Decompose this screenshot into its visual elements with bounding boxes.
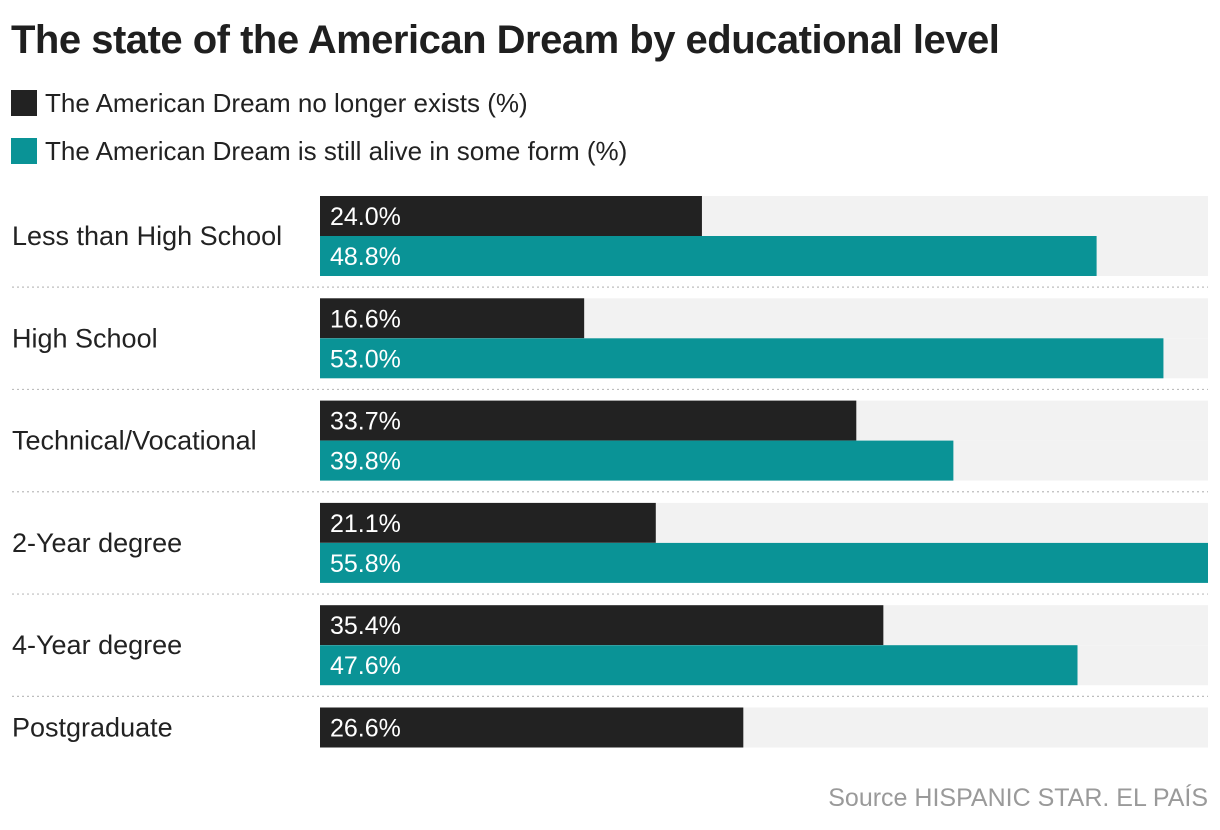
bar-no-longer-exists	[320, 605, 884, 646]
bar-value-label: 35.4%	[330, 612, 401, 640]
chart-title: The state of the American Dream by educa…	[11, 18, 1000, 62]
legend-label-still-alive: The American Dream is still alive in som…	[45, 135, 628, 166]
bar-still-alive	[320, 542, 1208, 583]
bar-still-alive	[320, 236, 1097, 276]
bar-still-alive	[320, 440, 954, 481]
bar-no-longer-exists	[320, 502, 656, 543]
source-note: Source HISPANIC STAR. EL PAÍS	[828, 784, 1208, 812]
bar-value-label: 39.8%	[330, 448, 401, 476]
category-label: High School	[12, 323, 158, 353]
bar-value-label: 16.6%	[330, 305, 401, 333]
bar-no-longer-exists	[320, 298, 585, 339]
bar-still-alive	[320, 338, 1164, 379]
bar-value-label: 53.0%	[330, 345, 401, 373]
bar-no-longer-exists	[320, 196, 702, 236]
bar-value-label: 24.0%	[330, 203, 401, 231]
bar-value-label: 26.6%	[330, 715, 401, 743]
bar-value-label: 47.6%	[330, 652, 401, 680]
category-label: Less than High School	[12, 221, 282, 251]
bar-no-longer-exists	[320, 400, 857, 441]
bar-value-label: 21.1%	[330, 510, 401, 538]
legend-item-no-longer-exists: The American Dream no longer exists (%)	[11, 88, 528, 118]
bar-no-longer-exists	[320, 707, 744, 748]
category-label: 2-Year degree	[12, 528, 182, 558]
bar-value-label: 33.7%	[330, 408, 401, 436]
legend-swatch-teal	[11, 138, 37, 164]
bar-still-alive	[320, 645, 1078, 686]
category-label: Technical/Vocational	[12, 426, 257, 456]
category-label: Postgraduate	[12, 713, 173, 743]
bar-value-label: 55.8%	[330, 550, 401, 578]
legend-label-no-longer-exists: The American Dream no longer exists (%)	[45, 87, 528, 118]
bar-value-label: 48.8%	[330, 243, 401, 271]
category-label: 4-Year degree	[12, 630, 182, 660]
legend-swatch-dark	[11, 90, 37, 116]
legend-item-still-alive: The American Dream is still alive in som…	[11, 136, 627, 166]
bar-chart: Less than High School 24.0% 48.8% High Scho…	[12, 196, 1208, 748]
